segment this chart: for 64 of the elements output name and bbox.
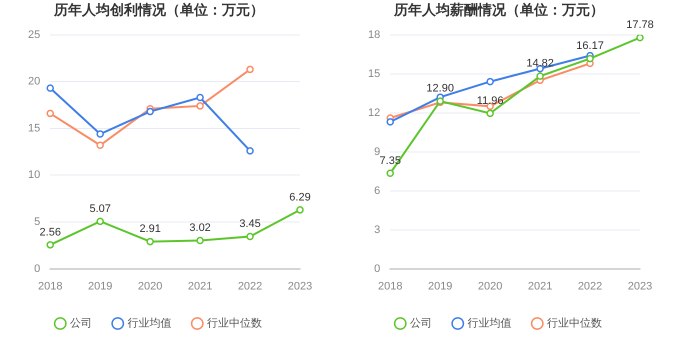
y-tick-label: 20 — [28, 76, 40, 88]
x-tick-label: 2020 — [138, 280, 162, 292]
data-label: 3.02 — [189, 222, 211, 234]
point — [146, 238, 154, 246]
y-tick-label: 0 — [34, 262, 40, 275]
legend-label: 行业均值 — [467, 316, 512, 330]
point — [196, 102, 204, 110]
point — [46, 241, 54, 249]
legend-label: 行业中位数 — [546, 316, 602, 330]
point — [196, 236, 204, 244]
data-label: 2.91 — [139, 223, 161, 236]
point — [586, 54, 594, 62]
point — [46, 84, 54, 92]
x-tick-label: 2022 — [578, 280, 602, 292]
point — [386, 170, 394, 177]
x-tick-label: 2018 — [38, 280, 62, 292]
data-label: 2.56 — [40, 226, 61, 238]
x-tick-label: 2022 — [238, 280, 262, 292]
y-tick-label: 5 — [34, 216, 40, 228]
legend-label: 行业中位数 — [206, 316, 262, 330]
point — [246, 147, 254, 155]
x-tick-label: 2019 — [88, 280, 112, 292]
data-label: 6.29 — [289, 191, 311, 204]
chart-title: 历年人均薪酬情况（单位：万元） — [393, 1, 604, 18]
point — [146, 108, 154, 116]
point — [246, 232, 254, 240]
point — [536, 72, 544, 80]
y-tick-label: 10 — [28, 169, 40, 182]
x-tick-label: 2021 — [188, 280, 212, 292]
y-tick-label: 18 — [368, 28, 380, 41]
x-tick-label: 2021 — [528, 280, 552, 292]
point — [246, 66, 254, 74]
x-tick-label: 2023 — [288, 280, 312, 292]
data-label: 16.17 — [576, 40, 604, 52]
point — [386, 118, 394, 126]
y-tick-label: 0 — [374, 262, 380, 275]
y-tick-label: 15 — [368, 68, 380, 80]
data-label: 12.90 — [426, 82, 454, 95]
point — [96, 218, 104, 226]
x-tick-label: 2020 — [478, 280, 502, 292]
data-label: 17.78 — [626, 19, 654, 32]
x-tick-label: 2018 — [378, 280, 402, 292]
y-tick-label: 25 — [28, 28, 40, 41]
point — [96, 142, 104, 149]
y-tick-label: 15 — [28, 122, 40, 134]
legend-label: 公司 — [70, 318, 92, 330]
point — [46, 110, 54, 118]
data-label: 5.07 — [89, 202, 111, 215]
chart-title: 历年人均创利情况（单位：万元） — [53, 1, 264, 18]
point — [96, 130, 104, 138]
y-tick-label: 6 — [374, 184, 380, 197]
x-tick-label: 2019 — [428, 280, 452, 292]
point — [296, 206, 304, 214]
point — [486, 110, 494, 118]
legend-label: 公司 — [410, 318, 432, 330]
point — [636, 34, 644, 42]
data-label: 3.45 — [239, 218, 261, 230]
y-tick-label: 12 — [368, 106, 380, 119]
legend-label: 行业均值 — [127, 316, 172, 330]
point — [196, 94, 204, 102]
point — [486, 78, 494, 86]
y-tick-label: 9 — [374, 146, 380, 158]
x-tick-label: 2023 — [628, 280, 652, 292]
y-tick-label: 3 — [374, 224, 380, 236]
